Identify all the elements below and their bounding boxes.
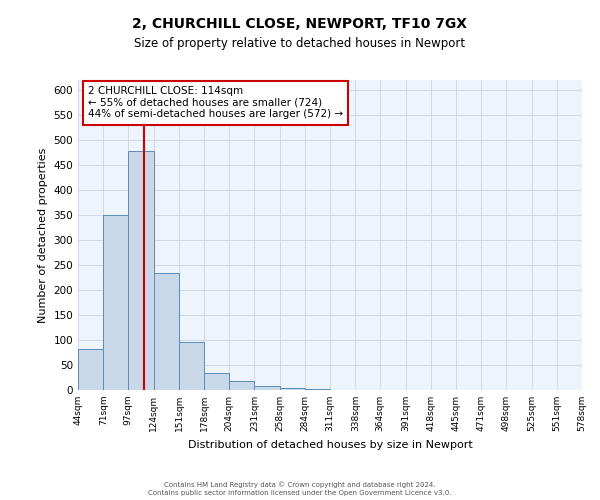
Text: Contains public sector information licensed under the Open Government Licence v3: Contains public sector information licen…	[148, 490, 452, 496]
Bar	[103, 215, 128, 390]
Y-axis label: Number of detached properties: Number of detached properties	[38, 148, 48, 322]
Text: 2 CHURCHILL CLOSE: 114sqm
← 55% of detached houses are smaller (724)
44% of semi: 2 CHURCHILL CLOSE: 114sqm ← 55% of detac…	[88, 86, 343, 120]
Bar	[254, 386, 280, 390]
Text: Size of property relative to detached houses in Newport: Size of property relative to detached ho…	[134, 38, 466, 51]
Bar	[205, 372, 229, 390]
Bar	[154, 272, 179, 390]
Bar	[280, 388, 305, 390]
Bar	[229, 381, 254, 390]
Bar	[305, 388, 330, 390]
Text: Contains HM Land Registry data © Crown copyright and database right 2024.: Contains HM Land Registry data © Crown c…	[164, 481, 436, 488]
Bar	[179, 342, 205, 390]
Text: 2, CHURCHILL CLOSE, NEWPORT, TF10 7GX: 2, CHURCHILL CLOSE, NEWPORT, TF10 7GX	[133, 18, 467, 32]
Bar	[78, 348, 103, 390]
Bar	[128, 151, 154, 390]
X-axis label: Distribution of detached houses by size in Newport: Distribution of detached houses by size …	[188, 440, 472, 450]
